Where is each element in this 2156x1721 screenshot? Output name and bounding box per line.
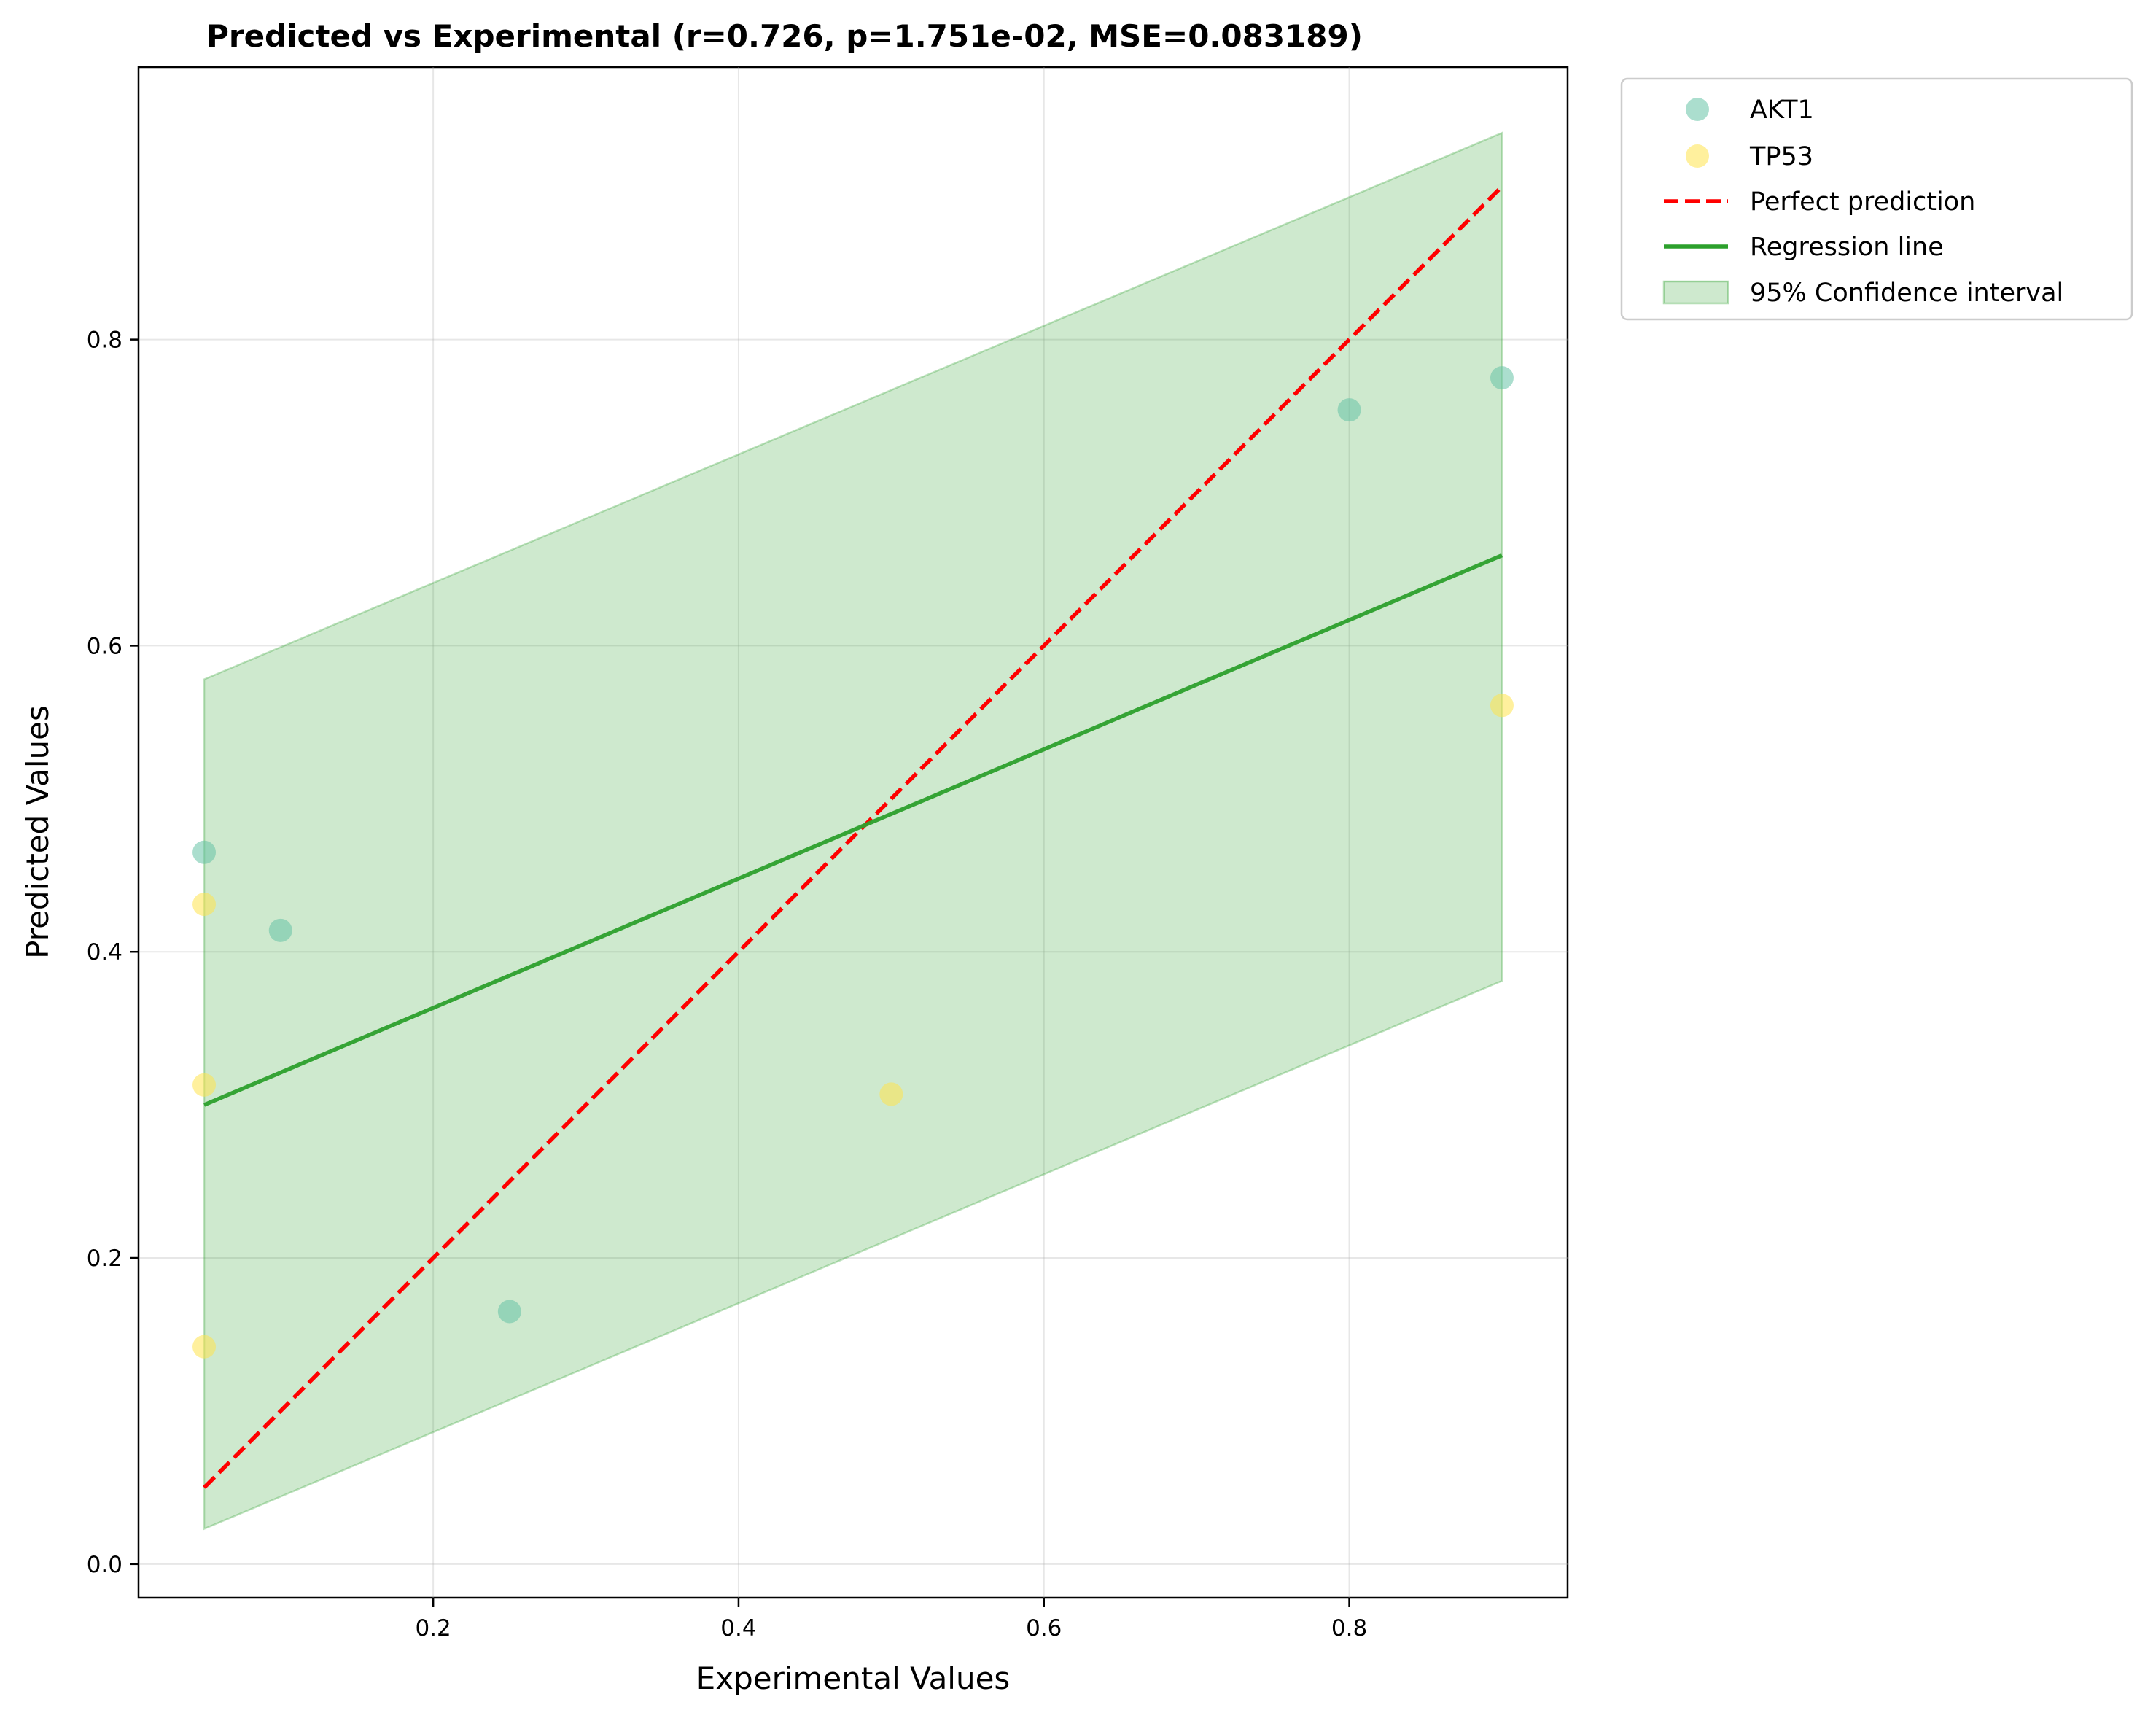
- chart-title: Predicted vs Experimental (r=0.726, p=1.…: [206, 18, 1363, 54]
- point-tp53: [1490, 694, 1514, 718]
- legend-label: AKT1: [1750, 96, 1814, 125]
- plot-frame: [137, 66, 1569, 1599]
- y-tick-label: 0.4: [87, 939, 122, 966]
- legend-label: 95% Confidence interval: [1750, 279, 2063, 308]
- points-layer: [192, 366, 1514, 1359]
- y-tick-label: 0.6: [87, 633, 122, 659]
- point-tp53: [192, 893, 217, 917]
- legend-label: TP53: [1749, 142, 1813, 171]
- point-akt1: [192, 840, 217, 864]
- legend-marker-akt1: [1686, 98, 1709, 121]
- plot-area: [137, 66, 1569, 1599]
- point-tp53: [879, 1082, 903, 1106]
- y-tick-label: 0.0: [87, 1552, 122, 1578]
- legend: AKT1 TP53 Perfect prediction Regression lin…: [1620, 77, 2133, 321]
- x-tick-label: 0.2: [415, 1615, 451, 1642]
- point-akt1: [497, 1300, 521, 1324]
- legend-label: Perfect prediction: [1750, 187, 1975, 217]
- point-tp53: [192, 1335, 217, 1359]
- x-axis-ticks: 0.2 0.4 0.6 0.8: [415, 1598, 1367, 1642]
- perfect-prediction-line: [203, 184, 1503, 1489]
- x-tick-label: 0.8: [1331, 1615, 1367, 1642]
- point-akt1: [1337, 398, 1361, 422]
- y-axis-ticks: 0.0 0.2 0.4 0.6 0.8: [87, 327, 139, 1578]
- legend-box: [1620, 77, 2133, 321]
- lines-layer: [203, 184, 1503, 1489]
- x-axis-label: Experimental Values: [696, 1660, 1011, 1696]
- legend-band-marker: [1662, 280, 1729, 305]
- point-tp53: [192, 1073, 217, 1097]
- x-tick-label: 0.6: [1026, 1615, 1062, 1642]
- legend-label: Regression line: [1750, 233, 1944, 262]
- grid: [139, 67, 1568, 1598]
- regression-line: [203, 553, 1503, 1107]
- point-akt1: [1490, 366, 1514, 390]
- legend-marker-tp53: [1686, 144, 1709, 168]
- point-akt1: [268, 918, 292, 942]
- y-axis-label: Predicted Values: [20, 705, 55, 959]
- x-tick-label: 0.4: [720, 1615, 756, 1642]
- y-tick-label: 0.2: [87, 1246, 122, 1272]
- y-tick-label: 0.8: [87, 327, 122, 354]
